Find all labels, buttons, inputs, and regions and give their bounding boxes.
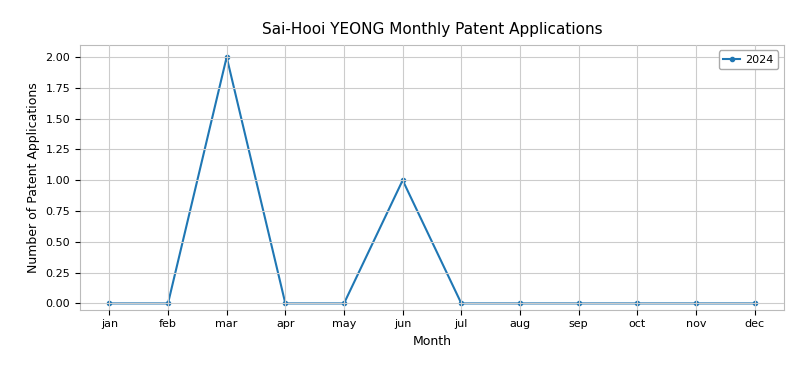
Legend: 2024: 2024 [719,50,778,69]
2024 [515,301,525,305]
2024 [691,301,701,305]
2024 [339,301,349,305]
2024 [750,301,759,305]
2024 [574,301,583,305]
Title: Sai-Hooi YEONG Monthly Patent Applications: Sai-Hooi YEONG Monthly Patent Applicatio… [262,22,602,37]
2024 [398,178,407,182]
X-axis label: Month: Month [413,335,451,348]
2024 [105,301,114,305]
Y-axis label: Number of Patent Applications: Number of Patent Applications [27,82,40,273]
2024 [633,301,642,305]
2024 [457,301,466,305]
2024 [281,301,290,305]
Line: 2024: 2024 [107,55,757,305]
2024 [222,55,231,59]
2024 [163,301,173,305]
